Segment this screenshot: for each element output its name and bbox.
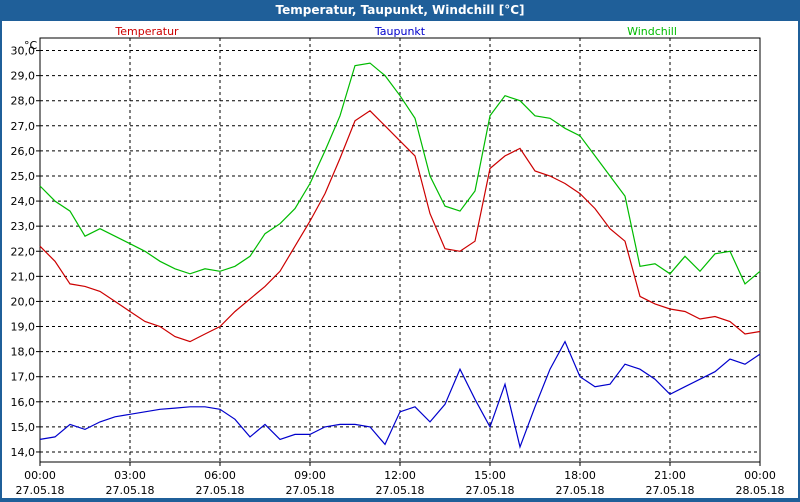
y-tick-label: 24,0 [11,195,36,208]
chart-title: Temperatur, Taupunkt, Windchill [°C] [275,3,525,17]
series-line-windchill [39,62,761,285]
y-tick-label: 22,0 [11,245,36,258]
x-tick-label-time: 03:00 [114,469,146,482]
x-tick-label-time: 21:00 [654,469,686,482]
x-tick-label-date: 27.05.18 [646,484,695,497]
chart-panel: 14,0 15,0 16,0 17,0 18,0 19,0 20,0 21,0 22,0 23,0… [2,21,798,498]
x-tick-label-date: 27.05.18 [556,484,605,497]
x-tick-label-date: 27.05.18 [196,484,245,497]
x-tick-label-date: 27.05.18 [16,484,65,497]
x-tick-label-date: 28.05.18 [736,484,785,497]
series-line-temperatur [39,110,761,343]
y-tick-label: 21,0 [11,270,36,283]
x-tick-label-time: 00:00 [24,469,56,482]
y-tick-label: 25,0 [11,170,36,183]
y-tick-label: 16,0 [11,396,36,409]
y-tick-label: 19,0 [11,321,36,334]
x-tick-label-date: 27.05.18 [376,484,425,497]
x-tick-label-time: 09:00 [294,469,326,482]
y-tick-label: 28,0 [11,95,36,108]
x-tick-label-date: 27.05.18 [466,484,515,497]
legend-temperatur: Temperatur [114,25,179,38]
y-unit-label: °C [24,39,38,52]
y-tick-label: 26,0 [11,145,36,158]
series-line-taupunkt [39,340,761,449]
y-tick-label: 14,0 [11,446,36,459]
y-tick-label: 15,0 [11,421,36,434]
y-tick-label: 29,0 [11,70,36,83]
legend-taupunkt: Taupunkt [374,25,426,38]
x-tick-label-time: 00:00 [744,469,776,482]
plot-area-border [39,37,761,463]
y-tick-label: 17,0 [11,371,36,384]
y-tick-label: 30,0 [11,45,36,58]
y-tick-label: 18,0 [11,346,36,359]
x-tick-label-time: 15:00 [474,469,506,482]
x-tick-label-time: 12:00 [384,469,416,482]
x-tick-label-date: 27.05.18 [286,484,335,497]
line-chart: 14,0 15,0 16,0 17,0 18,0 19,0 20,0 21,0 22,0 23,0… [11,25,785,497]
x-tick-label-time: 18:00 [564,469,596,482]
legend-windchill: Windchill [627,25,677,38]
y-tick-label: 20,0 [11,295,36,308]
x-tick-label-time: 06:00 [204,469,236,482]
y-tick-label: 23,0 [11,220,36,233]
y-tick-label: 27,0 [11,120,36,133]
x-tick-label-date: 27.05.18 [106,484,155,497]
